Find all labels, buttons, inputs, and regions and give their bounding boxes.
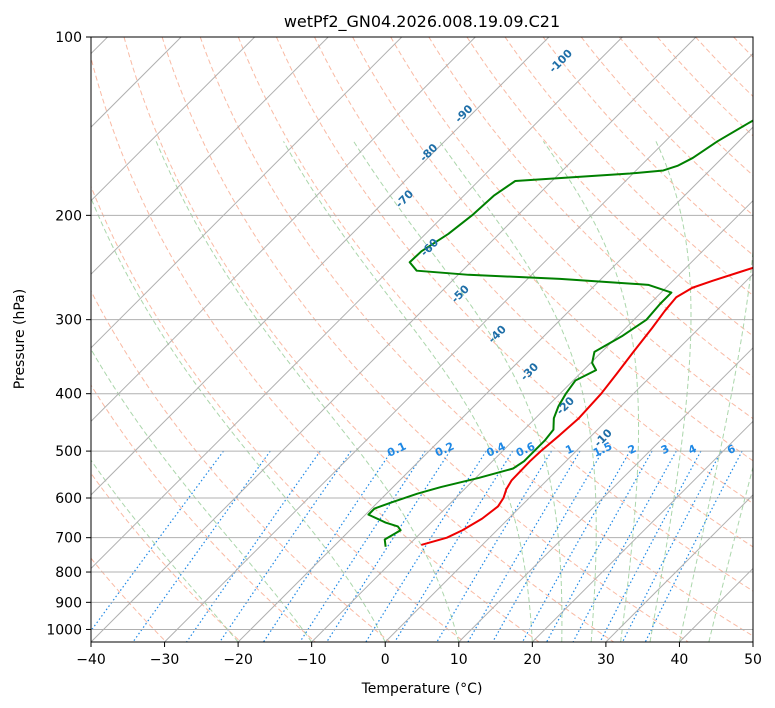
mixing-ratio-line [186,450,321,642]
dry-adiabat-line [275,37,753,548]
mixing-ratio-line [132,450,271,642]
profiles [367,119,753,547]
dry-adiabat-line [199,37,753,637]
mixing-ratio-line [394,450,514,642]
x-tick-label: −40 [76,652,106,668]
mixing-ratio-line [546,450,653,642]
dry-adiabat-line [428,37,753,378]
y-tick-label: 400 [55,387,82,403]
x-axis-ticks: −40 −30 −20 −10 0 10 20 30 40 50 [76,642,762,668]
x-tick-label: 30 [597,652,615,668]
x-tick-label: 10 [450,652,468,668]
isotherm-line [91,37,403,349]
dry-adiabat-line [237,37,753,592]
dry-adiabat-line [91,290,391,642]
y-tick-label: 200 [55,208,82,224]
dry-adiabat-line [504,37,753,296]
mixing-ratio-line [521,450,631,642]
plot-area: -100-90-80-70-60-50-40-30-20-100.1 0.2 0.4… [91,37,763,642]
mixing-ratio-line [219,450,352,642]
y-tick-label: 1000 [46,622,82,638]
y-axis-ticks: 100 200 300 400 500 600 700 800 900 1000 [46,30,91,638]
isotherm-line [458,347,753,642]
x-tick-label: 50 [744,652,762,668]
dry-adiabat-line [123,37,614,642]
dry-adiabat-line [91,185,465,642]
isotherm-line [91,37,623,570]
x-tick-label: 0 [381,652,390,668]
mixing-ratio-line [492,450,604,642]
dry-adiabat-line [314,37,753,505]
isotherm-line [237,126,753,642]
y-tick-label: 100 [55,30,82,46]
mixing-ratio-line [436,450,553,642]
dry-adiabat-line [91,55,540,642]
mixing-ratio-line [467,450,581,642]
isotherm-line [384,273,753,642]
dry-adiabat-line [161,37,689,642]
x-tick-label: 20 [523,652,541,668]
x-tick-label: 40 [671,652,689,668]
mixing-ratio-lines [91,450,743,642]
plot-frame [90,36,754,643]
isotherm-line [91,37,256,202]
dewpoint-profile-line [367,119,753,547]
isotherm-line [91,37,329,275]
dry-adiabat-line [390,37,753,420]
isotherm-line [531,420,753,642]
isotherm-line [91,37,697,642]
dry-adiabat-line [91,472,242,642]
dry-adiabat-line [91,384,316,642]
y-axis-label: Pressure (hPa) [12,289,28,389]
isotherm-line [91,37,476,423]
isobars [91,37,753,630]
isotherm-line [164,52,753,642]
mixing-ratio-line [572,450,677,642]
x-tick-label: −20 [223,652,253,668]
dry-adiabats [91,37,753,642]
isotherm-line [91,37,550,496]
mixing-ratio-line [599,450,702,642]
y-tick-label: 900 [55,595,82,611]
mixing-ratio-label: 8 [751,442,763,457]
y-tick-label: 800 [55,565,82,581]
mixing-ratio-line [622,450,722,642]
y-tick-label: 300 [55,313,82,329]
y-tick-label: 700 [55,531,82,547]
isotherm-line [605,494,753,642]
mixing-ratio-line [365,450,487,642]
y-tick-label: 500 [55,444,82,460]
chart-title: wetPf2_GN04.2026.008.19.09.C21 [284,12,560,32]
x-axis-label: Temperature (°C) [361,681,483,697]
temperature-profile-line [420,266,753,546]
isotherms [91,37,753,642]
x-tick-label: −30 [150,652,180,668]
dry-adiabat-line [618,37,753,176]
dry-adiabat-line [542,37,753,256]
x-tick-label: −10 [297,652,327,668]
y-tick-label: 600 [55,491,82,507]
